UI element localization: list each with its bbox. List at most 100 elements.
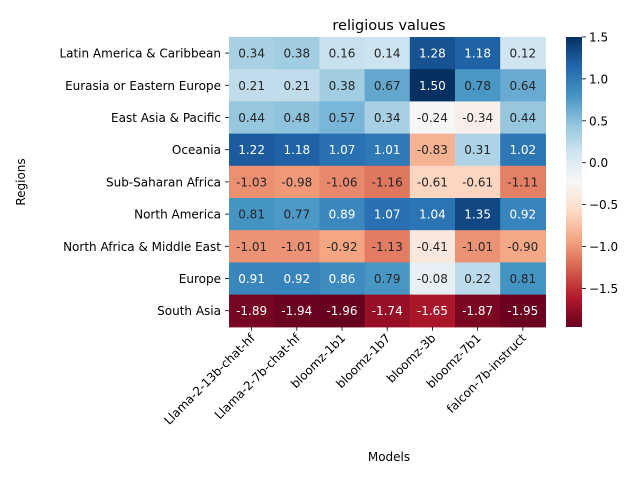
heatmap-cell — [364, 133, 411, 167]
cell-value-label: -0.41 — [417, 240, 448, 254]
y-tick-label: East Asia & Pacific — [111, 111, 221, 125]
heatmap-cell — [409, 294, 456, 328]
cell-value-label: 1.50 — [419, 79, 446, 93]
heatmap-cell — [364, 262, 411, 296]
heatmap-cell — [274, 230, 320, 263]
cell-value-label: 0.38 — [283, 47, 310, 61]
cell-value-label: 0.31 — [464, 143, 491, 157]
heatmap-cell — [409, 165, 456, 199]
heatmap-cell — [455, 37, 501, 70]
cell-value-label: 0.38 — [329, 79, 356, 93]
cell-value-label: 0.34 — [238, 47, 265, 61]
heatmap-cell — [229, 101, 275, 135]
heatmap-cell — [455, 69, 501, 102]
heatmap-cell — [229, 69, 275, 102]
cell-value-label: -1.03 — [236, 175, 267, 189]
cell-value-label: 0.92 — [509, 208, 536, 222]
heatmap-cell — [500, 198, 546, 231]
heatmap-cell — [229, 165, 275, 199]
colorbar-tick-label: 0.5 — [589, 114, 608, 128]
cell-value-label: -0.92 — [326, 240, 357, 254]
cell-value-label: 0.91 — [238, 272, 265, 286]
cell-value-label: -1.89 — [236, 304, 267, 318]
cell-value-labels: 0.34 0.38 0.16 0.14 1.28 1.18 0.12 0.21 0.21 0.38… — [236, 47, 538, 319]
heatmap-cell — [274, 294, 320, 328]
cell-value-label: 0.67 — [374, 79, 401, 93]
heatmap-cell — [229, 262, 275, 296]
colorbar-tick-label: 1.0 — [589, 72, 608, 86]
y-tick-label: Sub-Saharan Africa — [106, 175, 221, 189]
colorbar-ticks: 1.5 1.0 0.5 0.0 −0.5 −1.0 −1.5 — [582, 31, 618, 296]
y-tick-label: Eurasia or Eastern Europe — [65, 79, 221, 93]
cell-value-label: -0.90 — [507, 240, 538, 254]
heatmap-cell — [274, 69, 320, 102]
heatmap-cell — [409, 133, 456, 167]
cell-value-label: 0.12 — [509, 47, 536, 61]
heatmap-cell — [409, 37, 456, 70]
cell-value-label: 1.35 — [464, 208, 491, 222]
cell-value-label: 0.79 — [374, 272, 401, 286]
x-tick-label: Llama-2-7b-chat-hf — [212, 330, 304, 422]
cell-value-label: 0.34 — [374, 111, 401, 125]
heatmap-cell — [455, 133, 501, 167]
heatmap-cell — [409, 262, 456, 296]
heatmap-cell — [274, 101, 320, 135]
heatmap-cell — [500, 230, 546, 263]
cell-value-label: -1.16 — [372, 175, 403, 189]
heatmap-cell — [500, 37, 546, 70]
cell-value-label: 1.18 — [464, 47, 491, 61]
cell-value-label: 0.16 — [329, 47, 356, 61]
heatmap-cell — [364, 230, 411, 263]
heatmap-cell — [274, 262, 320, 296]
y-tick-label: Europe — [179, 272, 221, 286]
x-axis-ticks: Llama-2-13b-chat-hfLlama-2-7b-chat-hfblo… — [161, 326, 529, 427]
heatmap-cell — [319, 262, 366, 296]
y-tick-label: North Africa & Middle East — [63, 240, 221, 254]
cell-value-label: 1.18 — [283, 143, 310, 157]
cell-value-label: 0.44 — [509, 111, 536, 125]
cell-value-label: -0.08 — [417, 272, 448, 286]
cell-value-label: 0.22 — [464, 272, 491, 286]
cell-value-label: 0.21 — [238, 79, 265, 93]
cell-value-label: 1.01 — [374, 143, 401, 157]
heatmap-cell — [319, 294, 366, 328]
colorbar-tick-label: −1.0 — [589, 240, 618, 254]
cell-value-label: -1.13 — [372, 240, 403, 254]
heatmap-cell — [364, 198, 411, 231]
heatmap-cell — [274, 198, 320, 231]
cell-value-label: -1.74 — [372, 304, 403, 318]
cell-value-label: -1.01 — [281, 240, 312, 254]
cell-value-label: -1.94 — [281, 304, 312, 318]
y-axis-ticks: Latin America & Caribbean Eurasia or East… — [59, 47, 229, 318]
heatmap-cells — [229, 37, 546, 328]
cell-value-label: -1.96 — [326, 304, 357, 318]
cell-value-label: 0.77 — [283, 208, 310, 222]
cell-value-label: -0.24 — [417, 111, 448, 125]
heatmap-cell — [319, 69, 366, 102]
heatmap-cell — [409, 198, 456, 231]
y-tick-label: Latin America & Caribbean — [59, 47, 221, 61]
heatmap-cell — [319, 198, 366, 231]
cell-value-label: 1.22 — [238, 143, 265, 157]
heatmap-cell — [274, 165, 320, 199]
heatmap-cell — [364, 165, 411, 199]
cell-value-label: 1.28 — [419, 47, 446, 61]
cell-value-label: 0.21 — [283, 79, 310, 93]
cell-value-label: -1.06 — [326, 175, 357, 189]
cell-value-label: -0.61 — [462, 175, 493, 189]
heatmap-cell — [319, 101, 366, 135]
heatmap-cell — [500, 133, 546, 167]
colorbar — [566, 37, 582, 327]
heatmap-cell — [500, 69, 546, 102]
heatmap-cell — [455, 165, 501, 199]
heatmap-cell — [364, 69, 411, 102]
cell-value-label: -1.01 — [462, 240, 493, 254]
cell-value-label: -1.65 — [417, 304, 448, 318]
cell-value-label: -0.83 — [417, 143, 448, 157]
heatmap-cell — [409, 230, 456, 263]
cell-value-label: 0.14 — [374, 47, 401, 61]
cell-value-label: 0.64 — [509, 79, 536, 93]
y-tick-label: South Asia — [157, 304, 221, 318]
colorbar-tick-label: −1.5 — [589, 282, 618, 296]
